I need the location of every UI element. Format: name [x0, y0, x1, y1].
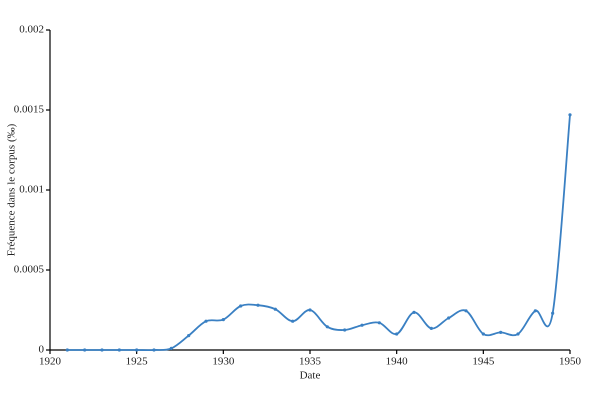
point — [100, 348, 104, 352]
point — [239, 304, 243, 308]
point — [481, 332, 485, 336]
point — [204, 319, 208, 323]
point — [152, 348, 156, 352]
point — [464, 309, 468, 313]
x-tick-label: 1945 — [472, 356, 495, 368]
point — [83, 348, 87, 352]
x-tick-label: 1930 — [212, 356, 235, 368]
y-tick-label: 0.001 — [19, 184, 44, 196]
point — [187, 334, 191, 338]
point — [395, 332, 399, 336]
line — [67, 114, 571, 352]
point — [169, 346, 173, 350]
point — [135, 348, 139, 352]
point — [117, 348, 121, 352]
y-tick-label: 0 — [39, 344, 45, 356]
point — [360, 323, 364, 327]
x-tick-label: 1950 — [559, 356, 582, 368]
point — [221, 318, 225, 322]
point — [551, 311, 555, 315]
y-tick-label: 0.002 — [19, 24, 44, 36]
point — [499, 330, 503, 334]
x-tick-label: 1935 — [299, 356, 322, 368]
point — [377, 321, 381, 325]
point — [325, 325, 329, 329]
y-tick-label: 0.0005 — [14, 264, 45, 276]
point — [516, 332, 520, 336]
point — [256, 303, 260, 307]
x-tick-label: 1920 — [39, 356, 62, 368]
point — [447, 316, 451, 320]
x-axis-label: Date — [300, 370, 321, 382]
point — [65, 348, 69, 352]
point — [308, 308, 312, 312]
point — [533, 309, 537, 313]
point — [343, 328, 347, 332]
y-tick-label: 0.0015 — [14, 104, 45, 116]
y-axis-label: Fréquence dans le corpus (‰) — [6, 123, 18, 256]
x-tick-label: 1925 — [126, 356, 149, 368]
point — [273, 307, 277, 311]
x-tick-label: 1940 — [386, 356, 409, 368]
point — [429, 326, 433, 330]
point — [568, 113, 572, 117]
point — [412, 310, 416, 314]
point — [291, 319, 295, 323]
